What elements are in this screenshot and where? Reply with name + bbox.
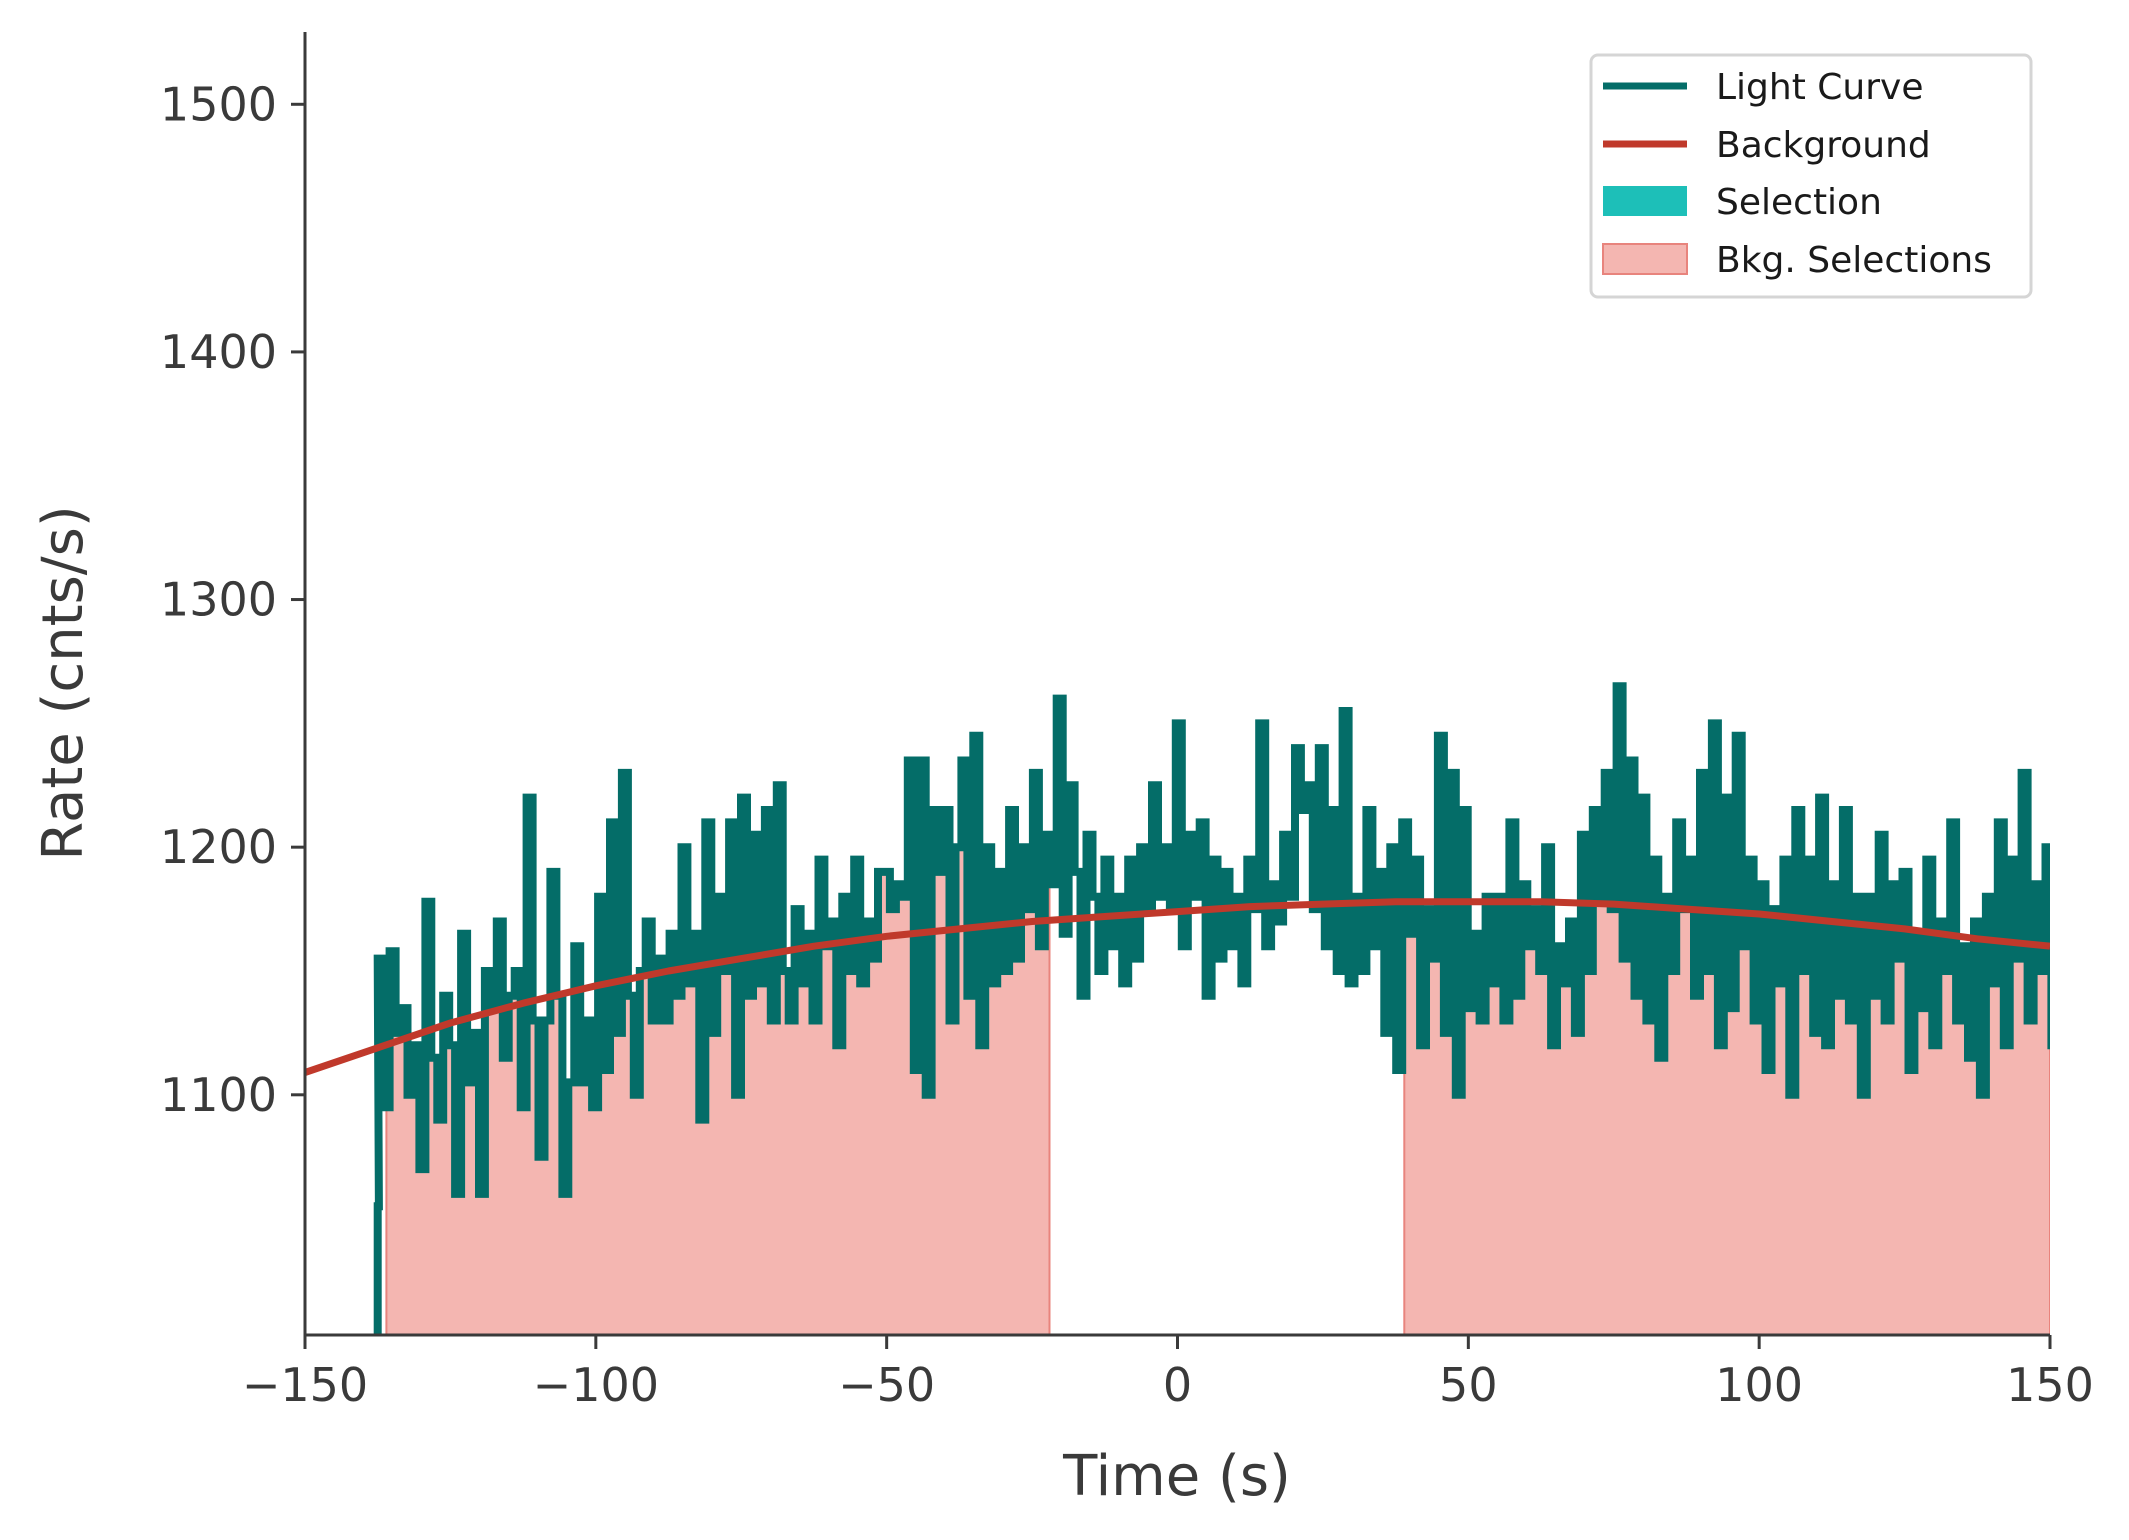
y-tick-label: 1200 (160, 820, 277, 874)
legend-label-bkg-selections: Bkg. Selections (1716, 240, 1992, 281)
x-tick-label: 50 (1439, 1358, 1498, 1412)
y-ticks: 1100 1200 1300 1400 1500 (160, 77, 305, 1122)
x-ticks: −150 −100 −50 0 50 100 150 (242, 1335, 2094, 1412)
legend-label-light-curve: Light Curve (1716, 67, 1924, 108)
y-tick-label: 1400 (160, 325, 277, 379)
y-axis-title: Rate (cnts/s) (31, 505, 96, 860)
background-model-series (305, 898, 2050, 1076)
legend-label-selection: Selection (1716, 182, 1882, 223)
x-tick-label: −100 (533, 1358, 659, 1412)
light-curve-series (373, 682, 2050, 1335)
y-tick-label: 1500 (160, 77, 277, 131)
legend-swatch-selection (1603, 186, 1687, 216)
background-model-layer (305, 898, 2050, 1076)
y-tick-label: 1100 (160, 1068, 277, 1122)
legend-label-background: Background (1716, 125, 1931, 166)
y-tick-label: 1300 (160, 573, 277, 627)
x-tick-label: −150 (242, 1358, 368, 1412)
x-axis-title: Time (s) (1062, 1444, 1291, 1509)
x-tick-label: 0 (1163, 1358, 1192, 1412)
x-tick-label: 150 (2006, 1358, 2094, 1412)
legend-swatch-bkg-selections (1602, 243, 1688, 275)
x-tick-label: −50 (838, 1358, 935, 1412)
light-curve-layer (373, 682, 2050, 1335)
legend-frame (1589, 53, 2033, 299)
legend: Light Curve Background Selection Bkg. Se… (1589, 53, 2033, 299)
x-tick-label: 100 (1715, 1358, 1803, 1412)
